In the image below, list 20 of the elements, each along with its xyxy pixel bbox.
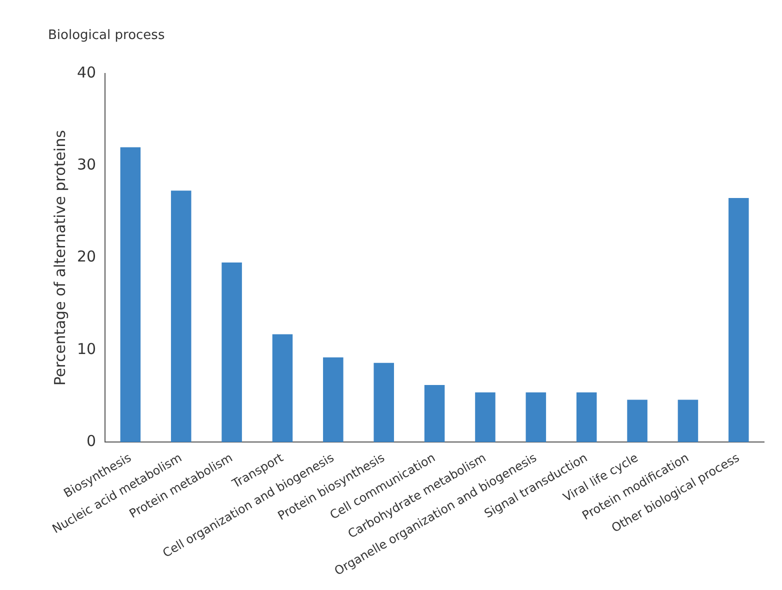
y-tick-label: 30 [76,156,96,174]
bar [424,384,445,442]
y-tick-label: 40 [76,63,96,82]
bar [170,190,192,442]
chart-title: Biological process [48,28,165,44]
bar [272,334,293,442]
bar [222,262,242,442]
y-tick-label: 0 [86,432,96,450]
bar [323,357,344,442]
y-axis-title: Percentage of alternative proteins [50,130,69,386]
bar [374,362,394,442]
bar [678,400,698,442]
bar [526,392,546,442]
bar [728,198,749,442]
bar [627,400,648,442]
bar [576,392,597,442]
bar [475,392,496,442]
y-tick-label: 10 [76,340,96,358]
bar [120,147,141,442]
y-tick-label: 20 [76,248,96,266]
